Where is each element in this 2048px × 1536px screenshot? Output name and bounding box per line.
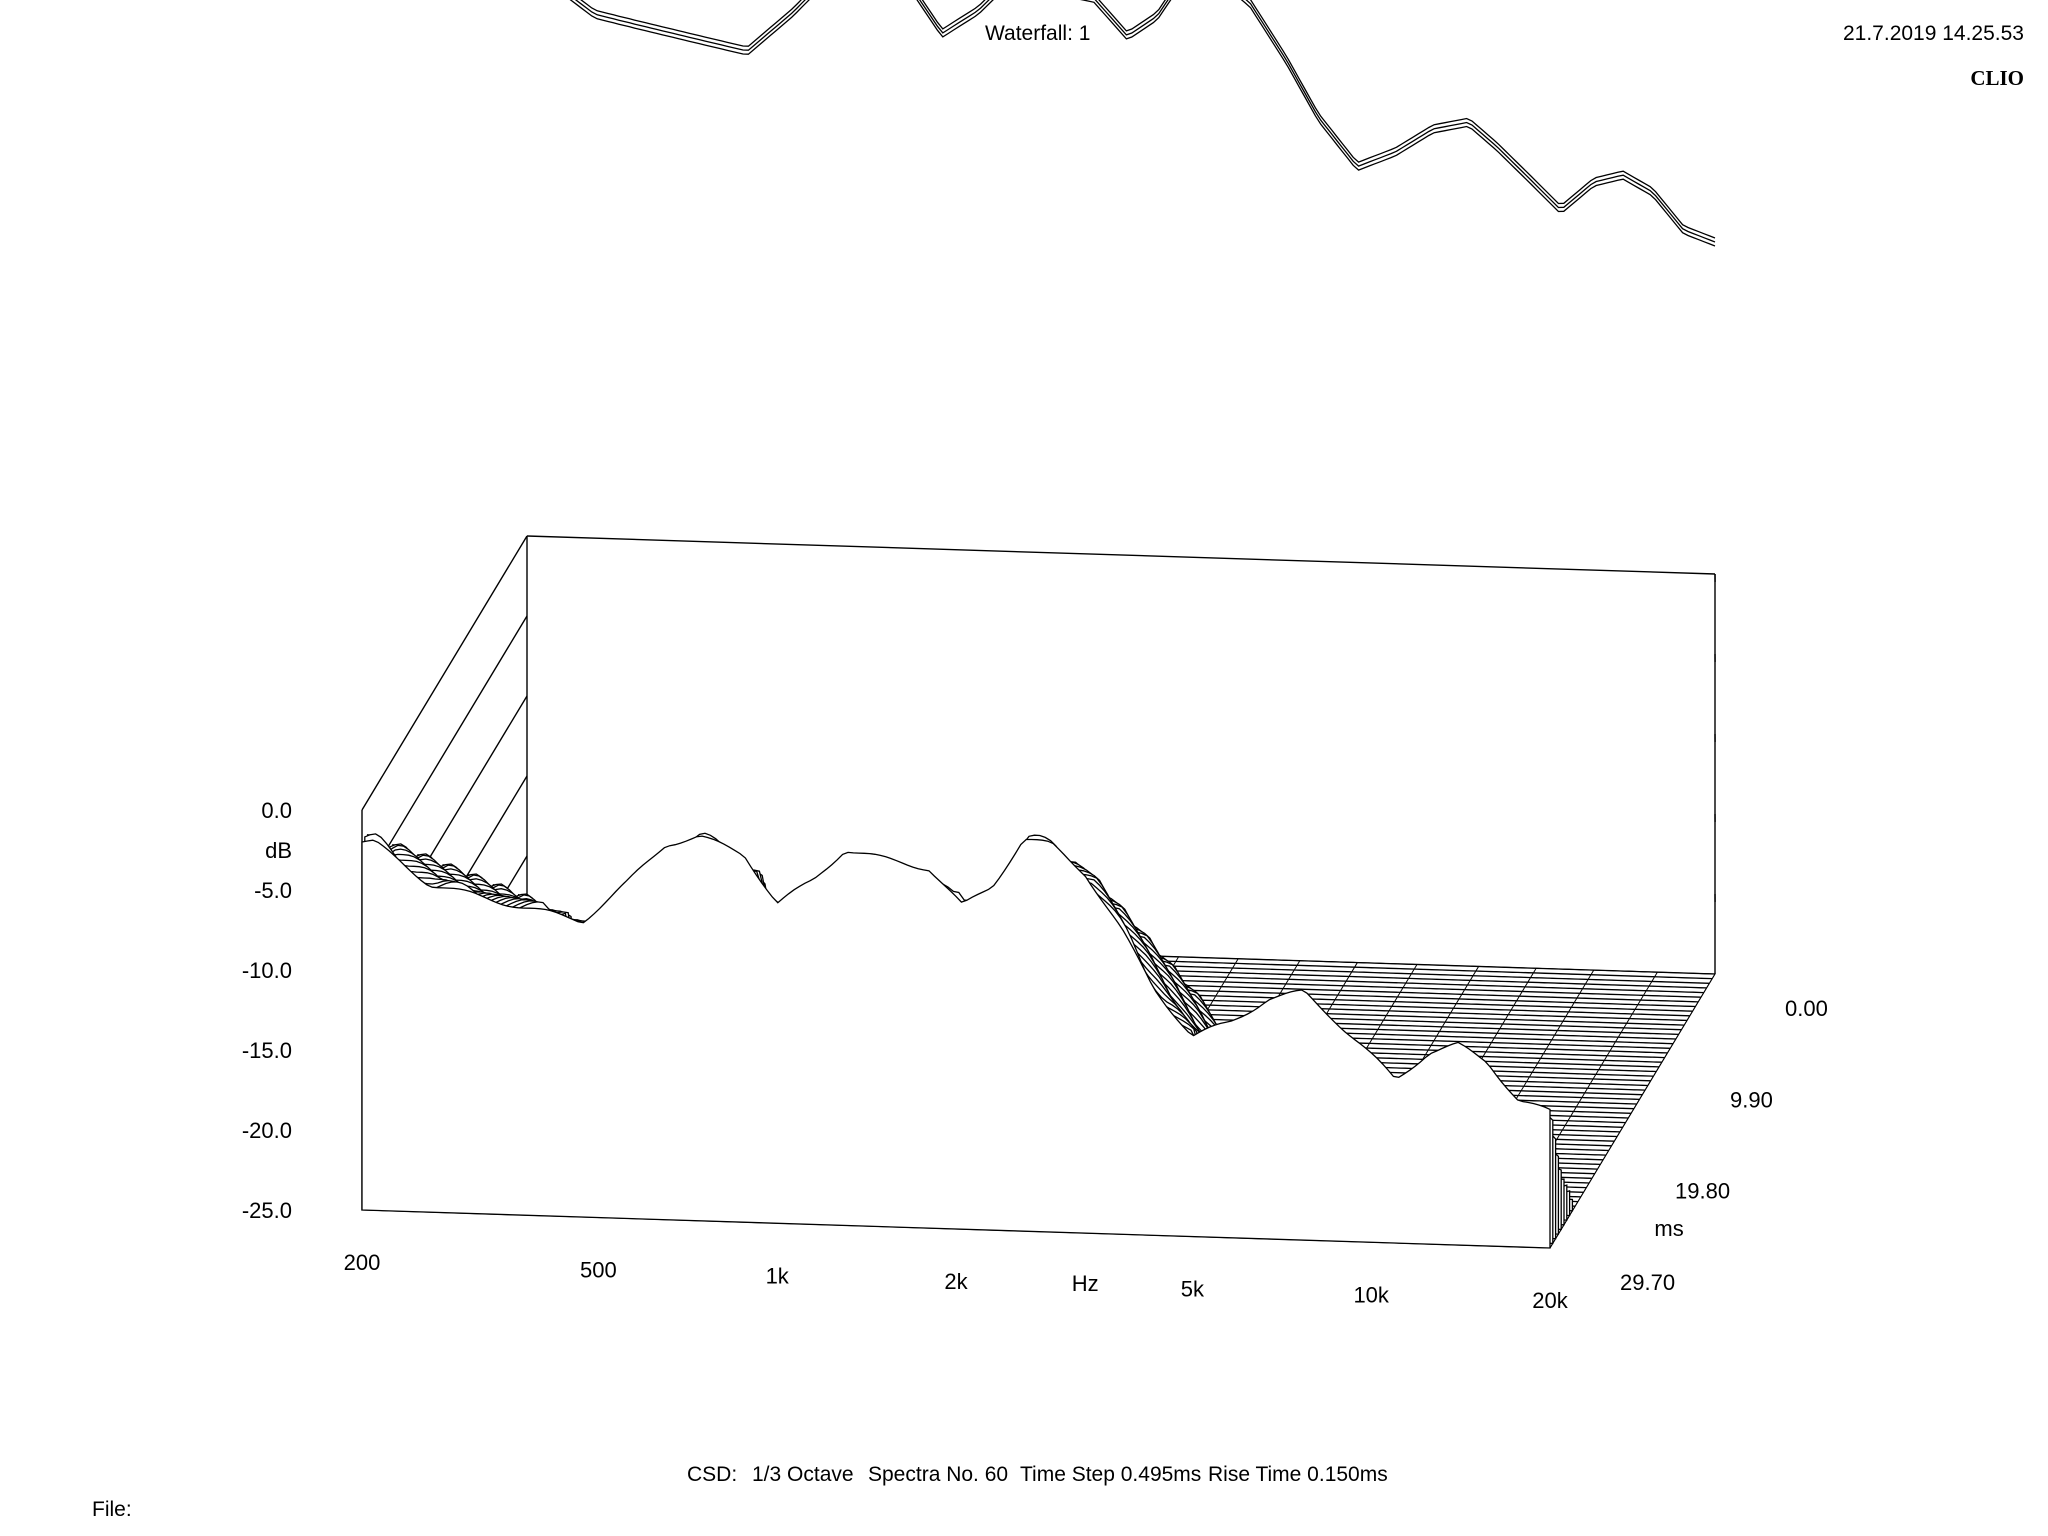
x-tick-label: 10k	[1353, 1282, 1389, 1307]
back-wall-spectrum-line	[569, 0, 1716, 247]
frame-left-top-edge	[361, 535, 528, 811]
footer-time-step: Time Step 0.495ms	[1020, 1463, 1202, 1486]
spectra-group	[361, 832, 1716, 1249]
clio-brand-logo: CLIO	[1970, 66, 2024, 90]
x-tick-label: 5k	[1181, 1277, 1205, 1302]
x-tick-label: 20k	[1532, 1288, 1568, 1313]
axis-labels: 0.0 -5.0 -10.0 -15.0 -20.0 -25.0 dB 200 500 1k 2k 5…	[242, 798, 1828, 1313]
frame-back-top-edge	[526, 535, 1716, 575]
y-tick-label: -20.0	[242, 1118, 292, 1143]
timestamp: 21.7.2019 14.25.53	[1842, 22, 2024, 45]
x-axis-label: Hz	[1072, 1271, 1099, 1296]
y-tick-label: 0.0	[261, 798, 292, 823]
x-tick-label: 1k	[766, 1263, 790, 1288]
floor-frequency-line	[1549, 973, 1716, 1249]
y-tick-label: -10.0	[242, 958, 292, 983]
back-wall-projection	[569, 0, 1716, 247]
z-tick-label: 19.80	[1675, 1179, 1730, 1204]
footer-spectra: Spectra No. 60	[868, 1463, 1009, 1486]
z-tick-label: 0.00	[1785, 996, 1828, 1021]
footer-csd: CSD:	[687, 1463, 738, 1486]
back-wall-spectrum-line	[574, 0, 1716, 243]
z-tick-label: 9.90	[1730, 1087, 1773, 1112]
footer-rise-time: Rise Time 0.150ms	[1208, 1463, 1388, 1486]
y-tick-label: -5.0	[254, 878, 292, 903]
footer-octave: 1/3 Octave	[752, 1463, 854, 1486]
y-axis-label: dB	[265, 838, 292, 863]
chart-title: Waterfall: 1	[985, 22, 1091, 45]
file-label: File:	[92, 1498, 132, 1521]
x-tick-label: 500	[580, 1258, 617, 1283]
z-axis-label: ms	[1654, 1216, 1683, 1241]
left-wall-grid-line	[361, 615, 528, 891]
x-tick-label: 200	[344, 1250, 381, 1275]
spectrum-line	[361, 835, 1551, 1249]
y-tick-label: -15.0	[242, 1038, 292, 1063]
x-tick-label: 2k	[944, 1269, 968, 1294]
z-tick-label: 29.70	[1620, 1270, 1675, 1295]
y-tick-label: -25.0	[242, 1198, 292, 1223]
back-wall-spectrum-line	[580, 0, 1716, 239]
